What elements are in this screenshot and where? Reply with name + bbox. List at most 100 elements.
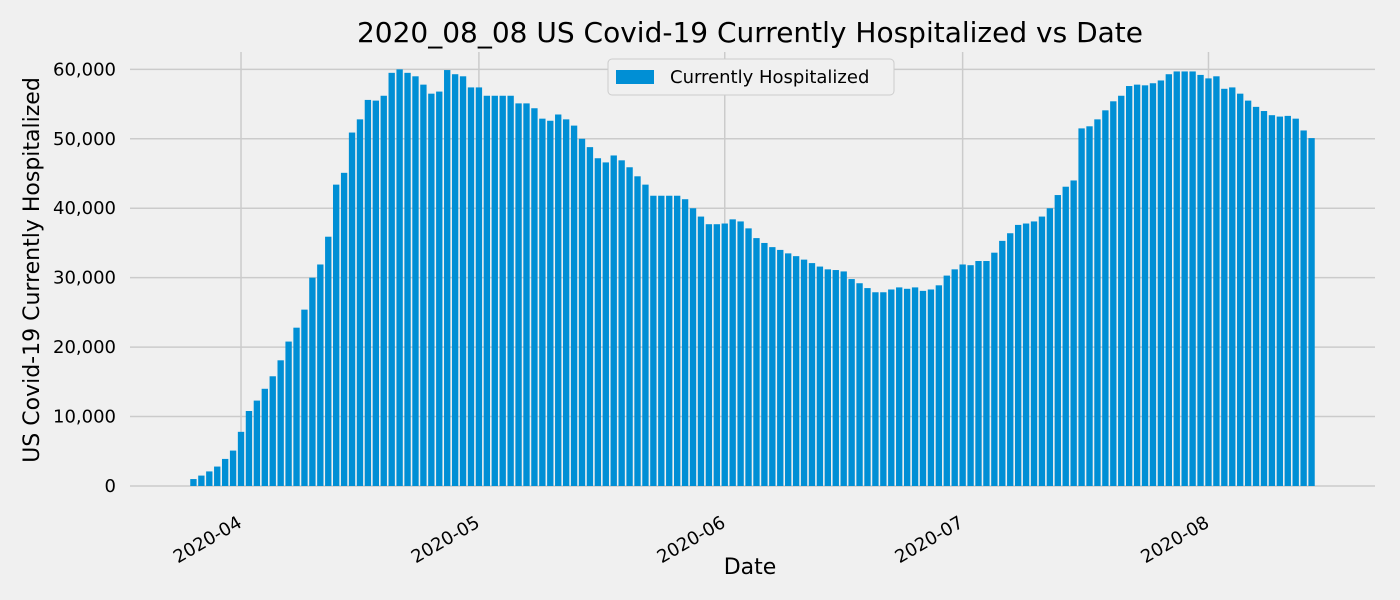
bar <box>785 253 792 486</box>
bar <box>396 69 403 487</box>
bar <box>229 450 237 486</box>
bar <box>959 264 966 486</box>
bar <box>903 288 911 486</box>
bar <box>991 252 998 486</box>
bar <box>1189 71 1196 486</box>
bar <box>832 270 839 486</box>
bar <box>1062 186 1069 486</box>
bar <box>975 261 982 486</box>
bar <box>578 138 586 487</box>
bar <box>412 76 419 486</box>
x-axis-label: Date <box>724 555 777 580</box>
bar <box>1252 106 1260 486</box>
bar <box>713 224 720 487</box>
bar <box>555 114 562 486</box>
bar <box>340 172 348 486</box>
bar <box>214 466 221 486</box>
bar <box>761 242 768 486</box>
bar <box>666 195 673 487</box>
legend-box <box>607 58 895 96</box>
bar <box>1165 74 1172 487</box>
y-tick-label: 0 <box>105 476 116 497</box>
bar <box>372 100 379 486</box>
bar <box>824 269 832 486</box>
bar <box>491 95 498 487</box>
bar <box>1110 101 1117 486</box>
bar <box>840 271 847 486</box>
bar <box>673 195 681 487</box>
bar <box>1237 93 1244 486</box>
bar <box>1221 88 1228 487</box>
bar <box>800 259 808 486</box>
bar <box>198 475 205 486</box>
bar <box>1086 126 1093 487</box>
bar <box>792 256 800 486</box>
bar <box>539 118 546 486</box>
bar <box>499 95 506 487</box>
bar <box>864 288 871 486</box>
bar <box>515 103 522 487</box>
bar <box>523 103 530 487</box>
bar <box>689 208 697 487</box>
bar <box>388 72 395 486</box>
bar <box>333 184 340 486</box>
bar <box>642 184 649 486</box>
bar <box>1078 128 1085 486</box>
bar <box>594 158 602 486</box>
bar <box>1030 221 1038 486</box>
bar <box>309 277 316 486</box>
bar <box>729 219 736 486</box>
bar <box>221 458 229 486</box>
bar <box>325 236 332 486</box>
bar <box>420 84 427 486</box>
bar <box>348 132 356 486</box>
y-tick-label: 30,000 <box>53 268 116 289</box>
legend-label: Currently Hospitalized <box>670 67 869 88</box>
bar <box>896 287 903 486</box>
bar <box>467 87 475 486</box>
chart-title: 2020_08_08 US Covid-19 Currently Hospita… <box>357 16 1143 49</box>
bar <box>1197 74 1204 487</box>
bar <box>943 275 950 486</box>
bar <box>911 287 919 486</box>
bar <box>285 341 292 486</box>
bar <box>721 223 728 487</box>
legend-swatch <box>616 70 654 84</box>
bar <box>1141 85 1149 486</box>
y-axis-ticks: 0 10,000 20,000 30,000 40,000 50,000 60,000 <box>53 59 116 497</box>
bar <box>777 249 784 486</box>
bar <box>253 400 261 486</box>
y-tick-label: 50,000 <box>53 129 116 150</box>
bar <box>1229 87 1236 486</box>
bar <box>1022 223 1030 487</box>
bar <box>1300 130 1307 486</box>
bar <box>848 279 855 486</box>
bar <box>967 265 974 486</box>
bar <box>1173 71 1180 486</box>
bar <box>1133 84 1141 486</box>
bar <box>1094 119 1101 486</box>
bar <box>1038 216 1046 486</box>
bar <box>1126 86 1133 486</box>
bar <box>816 266 824 486</box>
bar <box>888 289 895 486</box>
bar <box>1149 83 1157 487</box>
bar <box>935 285 943 486</box>
bar <box>206 471 213 486</box>
bar <box>1007 233 1014 486</box>
y-tick-label: 60,000 <box>53 59 116 80</box>
bar <box>983 261 990 486</box>
bar <box>293 327 300 486</box>
bar <box>483 95 491 487</box>
y-tick-label: 10,000 <box>53 407 116 428</box>
bar <box>1205 78 1212 486</box>
bar <box>856 283 863 486</box>
bar <box>459 76 467 486</box>
bar <box>190 479 197 486</box>
bars <box>190 69 1315 487</box>
bar <box>753 238 760 486</box>
bar <box>317 264 324 486</box>
bar <box>356 119 364 486</box>
bar <box>380 95 387 487</box>
bar <box>919 290 927 486</box>
